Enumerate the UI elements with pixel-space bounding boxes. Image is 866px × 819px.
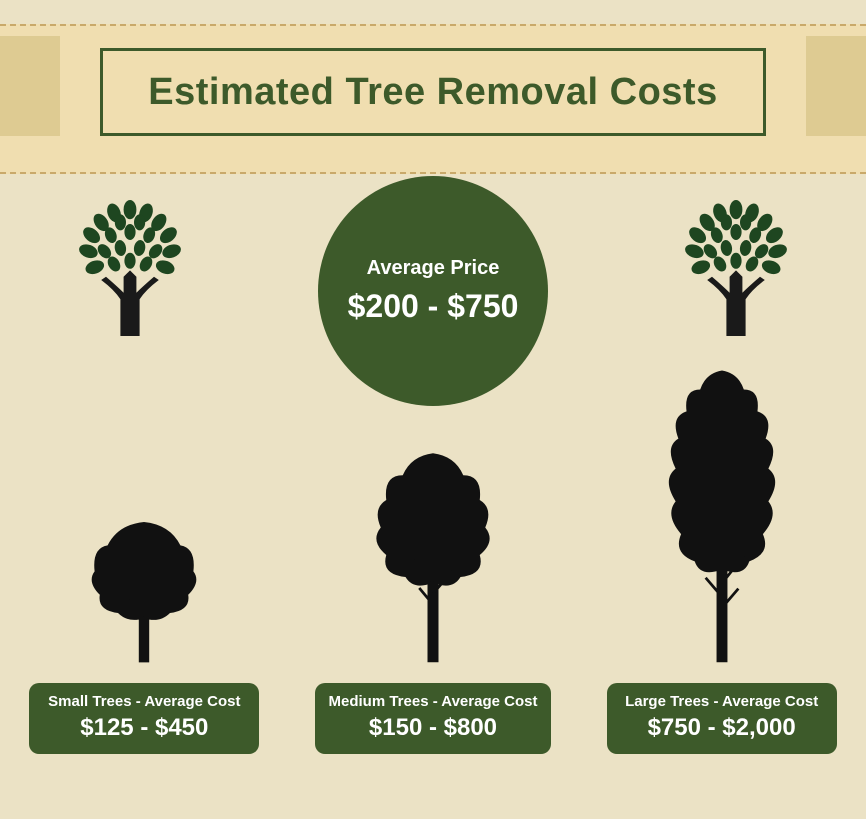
small-tree-silhouette <box>79 505 209 665</box>
decorative-tree-left <box>50 184 210 344</box>
tree-icon <box>656 184 816 344</box>
title-box: Estimated Tree Removal Costs <box>100 48 766 136</box>
page-title: Estimated Tree Removal Costs <box>148 71 717 114</box>
average-price-value: $200 - $750 <box>348 288 519 325</box>
large-cost-label: Large Trees - Average Cost <box>621 693 823 710</box>
tree-icon <box>50 184 210 344</box>
large-tree-silhouette <box>647 365 797 665</box>
average-price-label: Average Price <box>367 257 500 280</box>
tree-silhouette-icon <box>363 445 503 665</box>
small-cost-label: Small Trees - Average Cost <box>43 693 245 710</box>
decorative-tree-right <box>656 184 816 344</box>
large-cost-pill: Large Trees - Average Cost $750 - $2,000 <box>607 683 837 754</box>
medium-cost-pill: Medium Trees - Average Cost $150 - $800 <box>315 683 552 754</box>
tree-category-large: Large Trees - Average Cost $750 - $2,000 <box>592 365 852 754</box>
title-banner: Estimated Tree Removal Costs <box>0 24 866 174</box>
medium-cost-label: Medium Trees - Average Cost <box>329 693 538 710</box>
small-cost-value: $125 - $450 <box>43 714 245 742</box>
content-area: Average Price $200 - $750 Small Trees - … <box>0 174 866 794</box>
tree-category-small: Small Trees - Average Cost $125 - $450 <box>14 505 274 754</box>
banner-edge-right <box>806 36 866 136</box>
tree-silhouette-icon <box>647 365 797 665</box>
large-cost-value: $750 - $2,000 <box>621 714 823 742</box>
tree-silhouette-icon <box>79 505 209 665</box>
tree-category-medium: Medium Trees - Average Cost $150 - $800 <box>303 445 563 754</box>
banner-edge-left <box>0 36 60 136</box>
medium-cost-value: $150 - $800 <box>329 714 538 742</box>
medium-tree-silhouette <box>363 445 503 665</box>
tree-categories-row: Small Trees - Average Cost $125 - $450 M… <box>0 365 866 754</box>
small-cost-pill: Small Trees - Average Cost $125 - $450 <box>29 683 259 754</box>
